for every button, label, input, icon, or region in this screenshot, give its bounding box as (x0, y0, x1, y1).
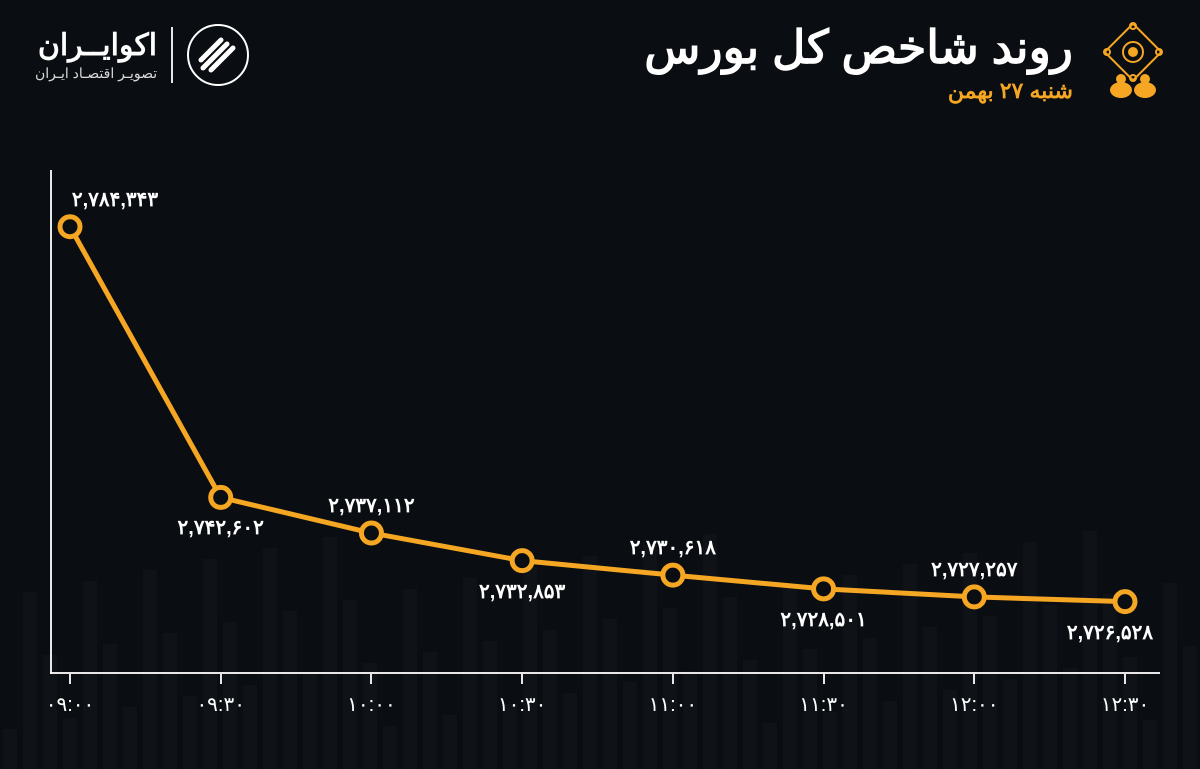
value-label: ۲,۷۳۲,۸۵۳ (479, 579, 565, 604)
brand-text: اکوایــران تصویـر اقتصـاد ایـران (35, 28, 157, 82)
page-subtitle: شنبه ۲۷ بهمن (644, 78, 1073, 104)
brand-logo-icon (187, 24, 249, 86)
index-trend-chart: ۰۹:۰۰۰۹:۳۰۱۰:۰۰۱۰:۳۰۱۱:۰۰۱۱:۳۰۱۲:۰۰۱۲:۳۰… (50, 170, 1160, 729)
title-text: روند شاخص کل بورس شنبه ۲۷ بهمن (644, 20, 1073, 104)
x-tick (672, 674, 674, 684)
exchange-seal-icon (1091, 20, 1175, 104)
value-label: ۲,۷۲۶,۵۲۸ (1067, 620, 1153, 645)
data-point (964, 587, 984, 607)
x-axis-label: ۱۲:۳۰ (1101, 692, 1150, 717)
data-point (663, 565, 683, 585)
x-tick (370, 674, 372, 684)
x-axis-label: ۰۹:۰۰ (46, 692, 95, 717)
background-bar (383, 726, 397, 769)
value-label: ۲,۷۸۴,۳۴۳ (72, 187, 158, 212)
trend-line (70, 227, 1125, 602)
brand-tagline: تصویـر اقتصـاد ایـران (35, 65, 157, 82)
x-tick (69, 674, 71, 684)
x-tick (220, 674, 222, 684)
x-tick (823, 674, 825, 684)
data-point (211, 487, 231, 507)
value-label: ۲,۷۴۲,۶۰۲ (178, 515, 264, 540)
brand-name: اکوایــران (35, 28, 157, 63)
data-point (512, 551, 532, 571)
background-bar (763, 723, 777, 769)
x-axis-label: ۱۱:۳۰ (799, 692, 848, 717)
chart-plot (50, 170, 1160, 674)
page-title: روند شاخص کل بورس (644, 20, 1073, 74)
x-tick (521, 674, 523, 684)
data-point (814, 579, 834, 599)
x-axis-label: ۱۰:۰۰ (347, 692, 396, 717)
header: اکوایــران تصویـر اقتصـاد ایـران (35, 20, 1175, 140)
value-label: ۲,۷۳۰,۶۱۸ (630, 535, 716, 560)
value-label: ۲,۷۲۷,۲۵۷ (931, 557, 1017, 582)
background-bar (23, 592, 37, 769)
value-label: ۲,۷۲۸,۵۰۱ (780, 607, 866, 632)
data-point (361, 523, 381, 543)
background-bar (1183, 646, 1197, 769)
data-point (1115, 592, 1135, 612)
x-tick (973, 674, 975, 684)
background-bar (3, 729, 17, 769)
x-tick (1124, 674, 1126, 684)
x-axis-label: ۱۱:۰۰ (649, 692, 698, 717)
background-bar (1163, 583, 1177, 769)
x-axis-label: ۰۹:۳۰ (196, 692, 245, 717)
brand-divider (171, 27, 173, 83)
brand-block: اکوایــران تصویـر اقتصـاد ایـران (35, 24, 249, 86)
title-block: روند شاخص کل بورس شنبه ۲۷ بهمن (644, 20, 1175, 104)
page: اکوایــران تصویـر اقتصـاد ایـران (0, 0, 1200, 769)
data-point (60, 217, 80, 237)
value-label: ۲,۷۳۷,۱۱۲ (328, 493, 414, 518)
x-axis-label: ۱۰:۳۰ (498, 692, 547, 717)
x-axis-label: ۱۲:۰۰ (950, 692, 999, 717)
